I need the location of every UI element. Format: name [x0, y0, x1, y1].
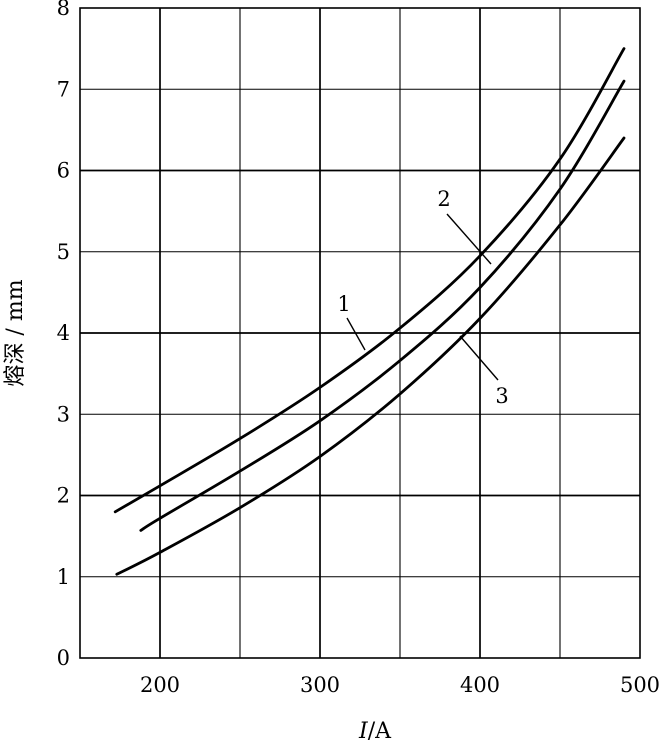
y-tick-label: 3	[57, 402, 70, 426]
plot-frame	[79, 7, 641, 659]
leader-line-1	[346, 317, 366, 351]
y-tick-label: 4	[57, 321, 70, 345]
x-axis-symbol: I	[358, 719, 369, 744]
series-group	[113, 47, 626, 576]
y-tick-label: 6	[57, 159, 70, 183]
y-tick-label: 2	[57, 484, 70, 508]
y-tick-label: 1	[57, 565, 70, 589]
annotations: 1 2 3	[337, 187, 508, 408]
tick-labels: 200 300 400 500 0 1 2 3 4 5 6 7 8	[57, 0, 660, 697]
x-tick-label: 500	[620, 673, 660, 697]
series-line-1	[113, 47, 626, 514]
y-axis-label: 熔深 / mm	[3, 279, 28, 386]
series-label-2: 2	[437, 187, 450, 211]
x-axis-unit: /A	[368, 719, 392, 744]
y-tick-label: 8	[57, 0, 70, 20]
leader-line-2	[446, 213, 492, 265]
x-tick-label: 400	[460, 673, 500, 697]
y-tick-label: 7	[57, 77, 70, 101]
series-label-3: 3	[495, 384, 508, 408]
y-tick-label: 0	[57, 646, 70, 670]
grid	[80, 8, 640, 658]
x-tick-label: 200	[140, 673, 180, 697]
leader-line-3	[459, 335, 499, 381]
x-tick-label: 300	[300, 673, 340, 697]
y-tick-label: 5	[57, 240, 70, 264]
series-line-3	[115, 136, 626, 576]
series-line-2	[139, 79, 626, 532]
x-axis-label: I/A	[358, 719, 392, 744]
series-label-1: 1	[337, 292, 350, 316]
